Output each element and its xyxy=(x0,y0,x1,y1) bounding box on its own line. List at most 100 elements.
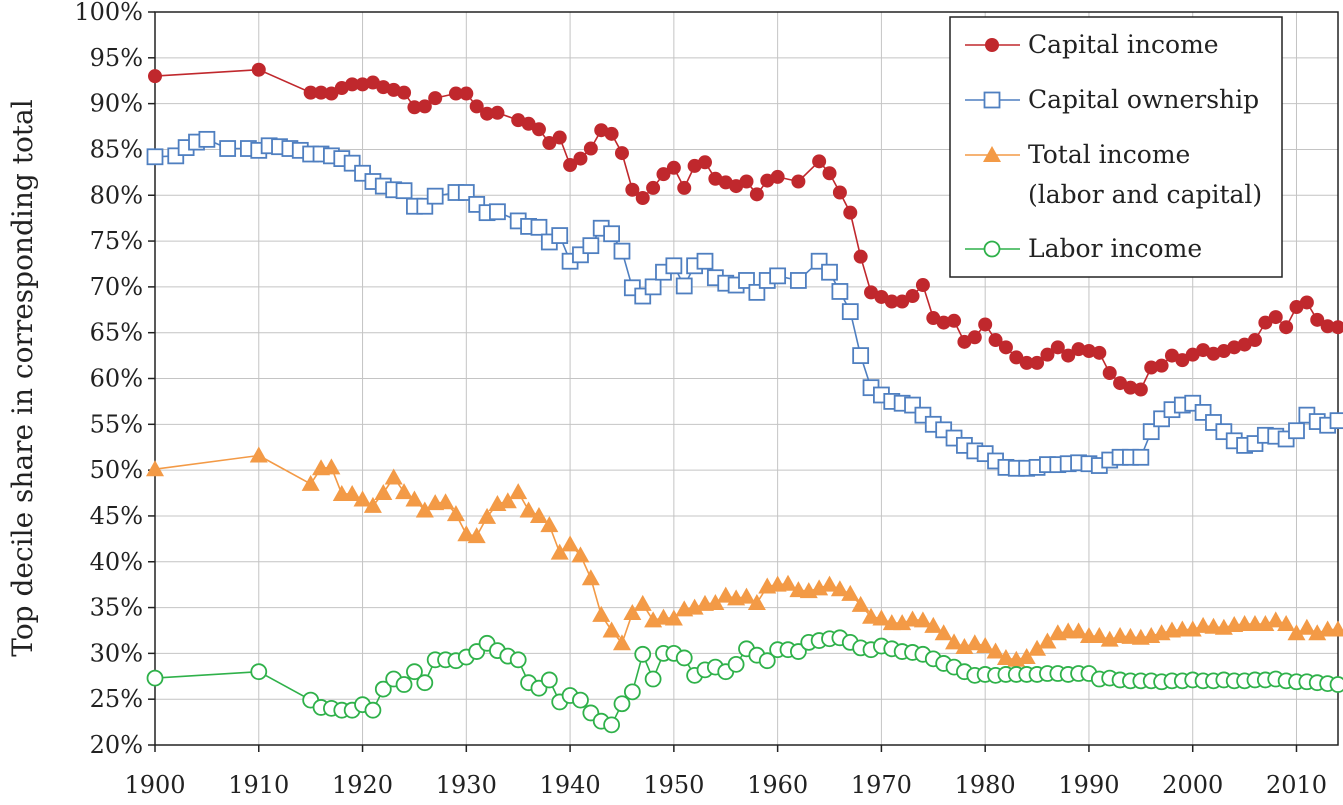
data-point xyxy=(924,616,943,633)
data-point xyxy=(1144,360,1159,375)
data-point xyxy=(448,86,463,101)
data-point xyxy=(1329,620,1343,637)
data-point xyxy=(582,237,600,255)
data-point xyxy=(706,593,725,610)
data-point xyxy=(1297,618,1316,635)
data-point xyxy=(1050,340,1065,355)
y-tick-label: 100% xyxy=(74,0,143,26)
data-point xyxy=(747,593,766,610)
legend-label: (labor and capital) xyxy=(1028,180,1262,209)
data-point xyxy=(415,501,434,518)
data-point xyxy=(1142,423,1160,441)
data-point xyxy=(623,683,641,701)
data-point xyxy=(301,474,320,491)
data-point xyxy=(602,621,621,638)
data-point xyxy=(634,645,652,663)
x-tick-label: 2010 xyxy=(1266,771,1327,799)
data-point xyxy=(913,611,932,628)
data-point xyxy=(374,680,392,698)
y-tick-label: 75% xyxy=(90,227,143,255)
data-point xyxy=(1030,355,1045,370)
data-point xyxy=(646,180,661,195)
data-point xyxy=(353,490,372,507)
data-point xyxy=(947,313,962,328)
data-point xyxy=(821,263,838,281)
legend-label: Capital income xyxy=(1028,30,1219,59)
data-point xyxy=(978,317,993,332)
data-point xyxy=(417,99,432,114)
data-point xyxy=(251,62,266,77)
data-point xyxy=(843,205,858,220)
data-point xyxy=(1123,380,1138,395)
x-tick-label: 1990 xyxy=(1058,771,1119,799)
data-point xyxy=(945,633,964,650)
data-point xyxy=(822,166,837,181)
data-point xyxy=(395,483,414,500)
data-point xyxy=(572,691,589,709)
data-point xyxy=(561,535,580,552)
y-tick-label: 25% xyxy=(90,685,143,713)
data-point xyxy=(770,169,785,184)
data-point xyxy=(791,174,806,189)
x-tick-label: 1950 xyxy=(643,771,704,799)
data-point xyxy=(1279,320,1294,335)
x-tick-label: 1910 xyxy=(228,771,289,799)
data-point xyxy=(395,182,413,200)
data-point xyxy=(603,716,620,734)
data-point xyxy=(1310,312,1325,327)
data-point xyxy=(563,158,578,173)
data-point xyxy=(915,278,930,293)
x-tick-label: 2000 xyxy=(1162,771,1223,799)
data-point xyxy=(820,575,839,592)
data-point xyxy=(967,330,982,345)
data-point xyxy=(303,85,318,100)
data-point xyxy=(397,85,412,100)
data-point xyxy=(407,100,422,115)
data-point xyxy=(998,340,1013,355)
data-point xyxy=(446,505,465,522)
data-point xyxy=(603,225,620,243)
data-point xyxy=(1069,622,1088,639)
data-point xyxy=(1320,319,1335,334)
legend-marker xyxy=(985,38,999,52)
data-point xyxy=(364,701,382,719)
data-point xyxy=(551,227,569,244)
data-point xyxy=(426,187,444,205)
data-point xyxy=(405,490,424,507)
data-point xyxy=(374,484,393,501)
data-point xyxy=(146,460,164,477)
data-point xyxy=(872,609,891,626)
data-point xyxy=(1133,382,1148,397)
data-point xyxy=(614,146,629,161)
data-point xyxy=(457,525,476,542)
x-tick-label: 1960 xyxy=(747,771,808,799)
legend-marker xyxy=(983,146,1001,162)
data-point xyxy=(1247,333,1262,348)
data-point xyxy=(851,595,870,612)
data-point xyxy=(1329,412,1343,430)
y-tick-label: 20% xyxy=(90,731,143,759)
data-point xyxy=(613,695,631,713)
x-axis-ticks: 1900 1910 1920 1930 1940 1950 1960 1970 1980 1990… xyxy=(124,745,1327,799)
data-point xyxy=(1331,320,1343,335)
data-point xyxy=(831,283,849,300)
data-point xyxy=(573,151,588,166)
data-point xyxy=(895,294,910,309)
data-point xyxy=(571,546,590,563)
data-point xyxy=(737,587,756,604)
series-total-income xyxy=(146,446,1343,667)
data-point xyxy=(644,670,662,688)
legend-label: Capital ownership xyxy=(1028,85,1259,114)
data-point xyxy=(1092,345,1107,360)
y-tick-label: 65% xyxy=(90,319,143,347)
y-tick-label: 80% xyxy=(90,181,143,209)
data-point xyxy=(343,484,362,501)
data-point xyxy=(1071,342,1086,357)
y-tick-label: 60% xyxy=(90,365,143,393)
data-point xyxy=(697,155,712,170)
data-point xyxy=(779,574,798,591)
data-point xyxy=(841,584,860,601)
x-tick-label: 1980 xyxy=(955,771,1016,799)
data-point xyxy=(552,130,567,145)
